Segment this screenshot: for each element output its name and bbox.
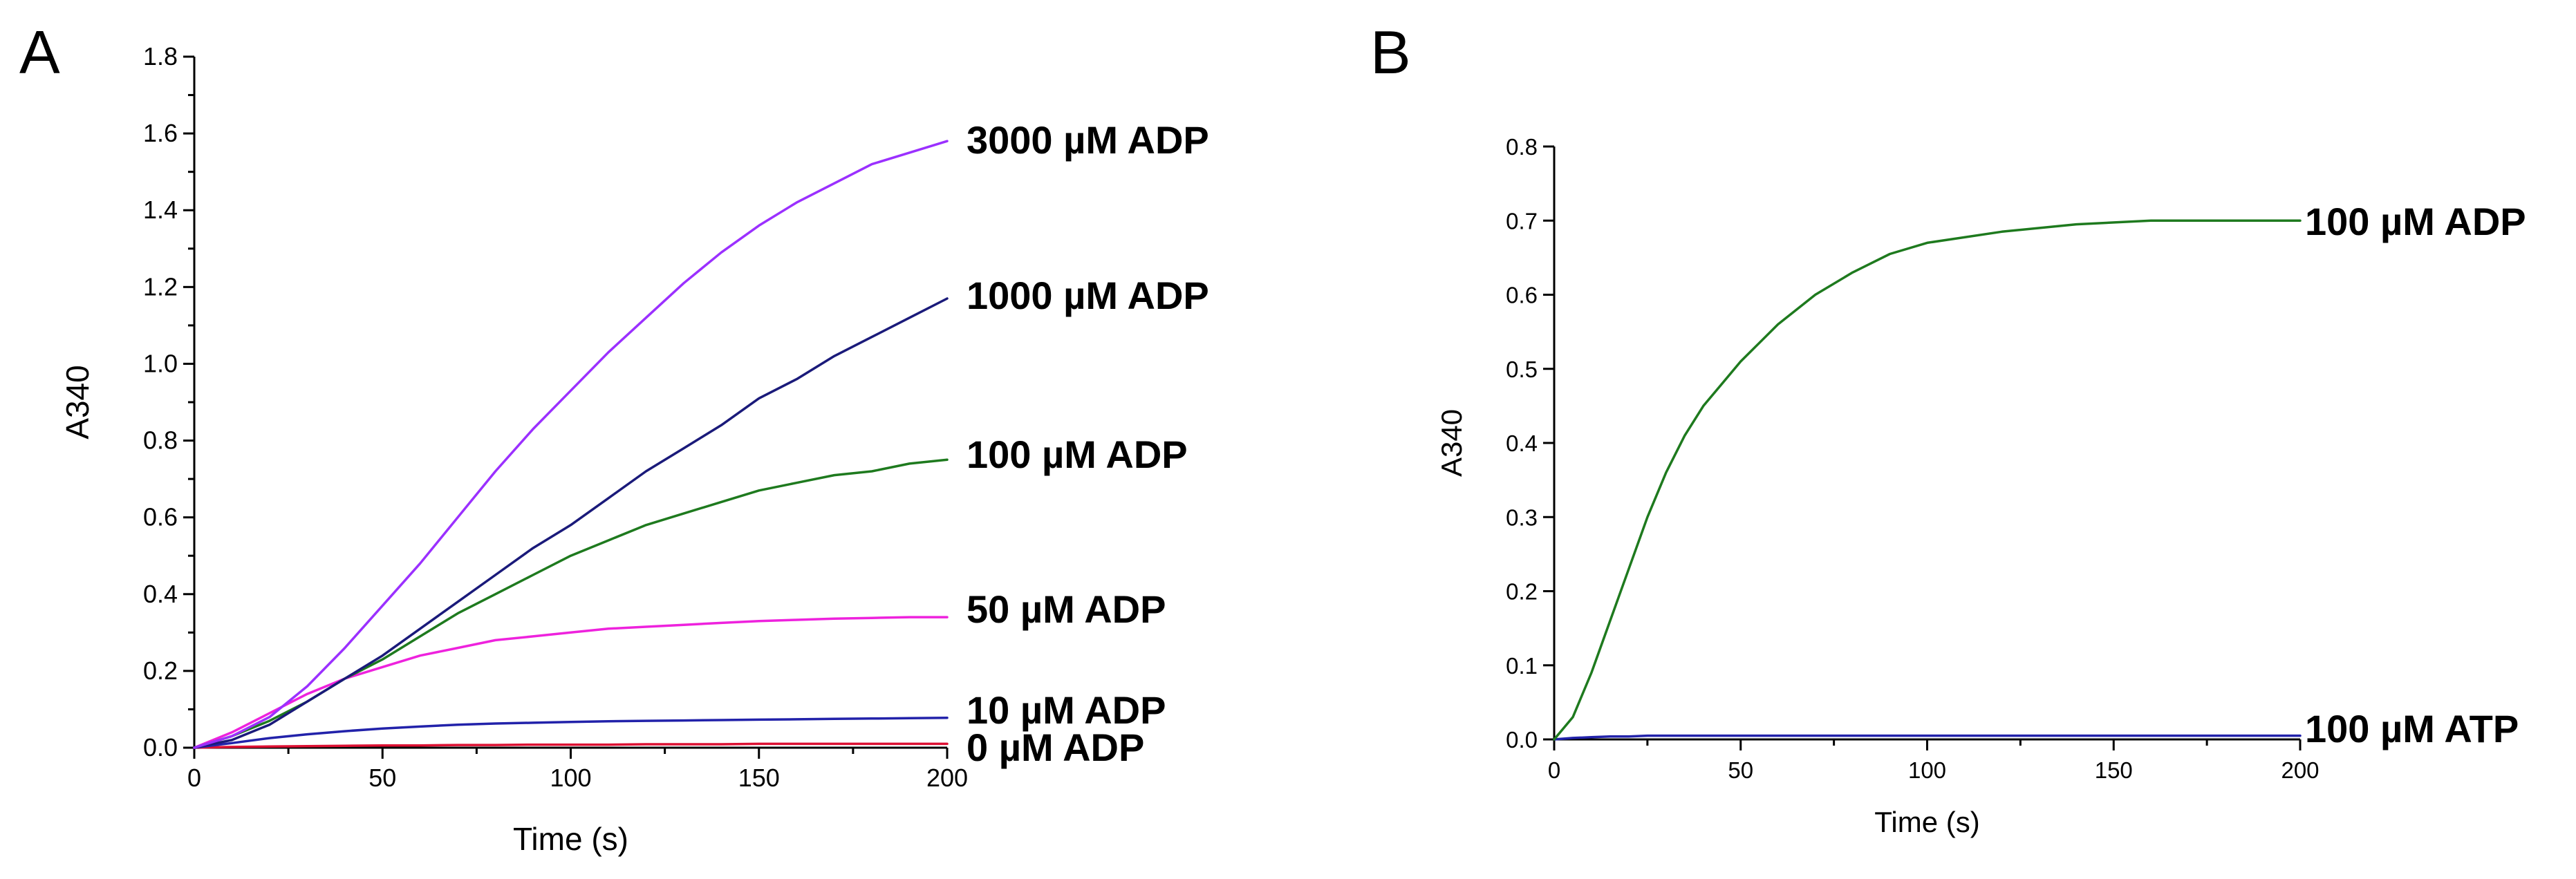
chart-a-x-tick-label: 200 xyxy=(926,764,968,792)
chart-a-x-tick-label: 100 xyxy=(550,764,591,792)
chart-a-series-line xyxy=(193,716,949,749)
chart-a-y-tick-label: 1.2 xyxy=(143,272,178,301)
chart-a-x-tick-label: 50 xyxy=(368,764,396,792)
chart-a-series-line xyxy=(193,742,949,749)
chart-a-y-tick-label: 0.0 xyxy=(143,733,178,762)
chart-a-series-label: 10 µM ADP xyxy=(967,688,1166,732)
chart-a-series-line xyxy=(193,297,949,749)
chart-b-y-tick-label: 0.2 xyxy=(1506,579,1538,605)
chart-b-x-tick-label: 150 xyxy=(2095,757,2133,783)
chart-b-y-tick-label: 0.4 xyxy=(1506,431,1538,456)
chart-b-y-tick-label: 0.1 xyxy=(1506,653,1538,679)
chart-b-x-tick-label: 0 xyxy=(1548,757,1560,783)
chart-a-y-tick-label: 0.8 xyxy=(143,426,178,455)
chart-a-series-label: 1000 µM ADP xyxy=(967,274,1209,317)
chart-a-y-tick-label: 0.6 xyxy=(143,503,178,531)
chart-a-series-line xyxy=(193,616,949,749)
chart-a-y-tick-label: 1.0 xyxy=(143,349,178,377)
chart-b: 0.0 0.1 0.2 0.3 0.4 0.5 0.6 0.7 0.8 0 50 100 150 200 T… xyxy=(1435,134,2526,838)
chart-a-y-tick-label: 0.4 xyxy=(143,580,178,608)
chart-b-x-axis-title: Time (s) xyxy=(1874,806,1979,838)
chart-a: 0.0 0.2 0.4 0.6 0.8 1.0 1.2 1.4 1.6 1.8 0 50 100 150 2… xyxy=(59,42,1209,857)
chart-b-series-label: 100 µM ADP xyxy=(2305,200,2526,243)
chart-a-y-tick-label: 0.2 xyxy=(143,656,178,685)
chart-a-x-axis-title: Time (s) xyxy=(513,821,628,857)
chart-a-x-tick-label: 0 xyxy=(187,764,201,792)
chart-b-y-tick-label: 0.0 xyxy=(1506,727,1538,753)
chart-b-x-tick-label: 200 xyxy=(2281,757,2319,783)
chart-a-y-tick-label: 1.8 xyxy=(143,42,178,70)
panel-letter-b: B xyxy=(1370,18,1411,86)
chart-a-y-tick-label: 1.6 xyxy=(143,119,178,147)
chart-b-y-tick-label: 0.5 xyxy=(1506,357,1538,382)
panel-letter-a: A xyxy=(19,18,60,86)
chart-b-x-tick-label: 100 xyxy=(1908,757,1946,783)
chart-a-series-label: 50 µM ADP xyxy=(967,587,1166,631)
chart-b-series-line xyxy=(1553,734,2302,741)
chart-a-x-tick-label: 150 xyxy=(738,764,780,792)
chart-b-y-tick-label: 0.7 xyxy=(1506,208,1538,234)
chart-a-series-line xyxy=(193,140,949,749)
chart-a-series-label: 0 µM ADP xyxy=(967,726,1144,769)
chart-b-series-line xyxy=(1553,219,2302,741)
chart-a-y-tick-label: 1.4 xyxy=(143,196,178,224)
chart-a-series-label: 3000 µM ADP xyxy=(967,118,1209,162)
chart-a-y-axis-title: A340 xyxy=(59,365,95,439)
chart-a-series-label: 100 µM ADP xyxy=(967,433,1188,476)
chart-b-y-tick-label: 0.3 xyxy=(1506,504,1538,530)
chart-b-x-tick-label: 50 xyxy=(1728,757,1753,783)
chart-b-series-label: 100 µM ATP xyxy=(2305,707,2519,750)
chart-b-y-tick-label: 0.8 xyxy=(1506,134,1538,160)
chart-b-y-tick-label: 0.6 xyxy=(1506,283,1538,308)
chart-b-y-axis-title: A340 xyxy=(1435,409,1468,477)
